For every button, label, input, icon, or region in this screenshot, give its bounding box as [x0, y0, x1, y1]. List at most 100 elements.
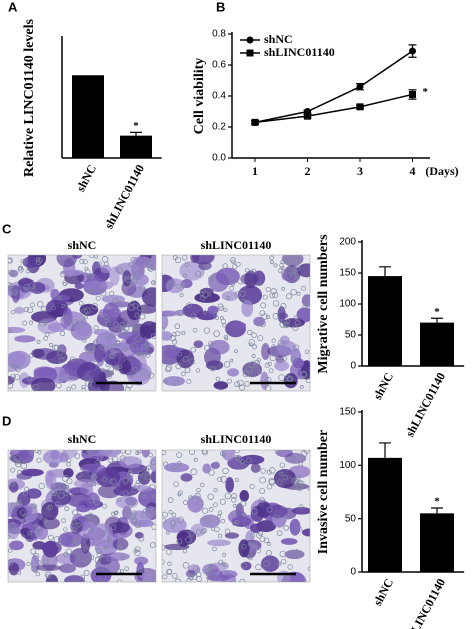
pore	[71, 319, 79, 326]
legend-label: shLINC01140	[264, 45, 335, 59]
pore	[140, 512, 147, 519]
cell	[239, 490, 250, 502]
pore	[293, 255, 300, 262]
pore	[55, 382, 62, 389]
pore	[222, 452, 227, 457]
pore	[188, 531, 195, 537]
pore	[238, 384, 246, 391]
pore	[30, 302, 35, 308]
x-tick-label: 1	[252, 164, 258, 178]
pore	[287, 564, 293, 570]
pore	[8, 382, 14, 389]
pore	[95, 547, 102, 554]
pore	[171, 464, 178, 471]
micrograph-content	[162, 450, 310, 582]
pore	[10, 502, 16, 508]
pore	[138, 568, 143, 573]
pore	[188, 495, 193, 501]
pore	[167, 561, 172, 567]
pore	[202, 310, 208, 315]
micrograph-border	[7, 254, 157, 392]
pore	[20, 258, 25, 264]
micrograph-content	[162, 255, 310, 391]
cell	[145, 505, 156, 520]
y-tick-label: 0.8	[212, 29, 226, 40]
pore	[11, 364, 17, 370]
cell	[14, 335, 36, 343]
pore	[287, 375, 294, 382]
pore	[43, 336, 49, 341]
pore	[143, 341, 150, 349]
bar	[368, 457, 402, 572]
pore	[213, 488, 218, 493]
legend-marker	[246, 36, 254, 44]
cell	[104, 552, 130, 561]
pore	[85, 451, 91, 456]
pore	[116, 497, 121, 503]
pore	[280, 303, 287, 310]
pore	[84, 307, 91, 314]
pore	[222, 552, 227, 557]
pore	[220, 476, 227, 483]
pore	[144, 346, 149, 352]
pore	[179, 293, 184, 298]
bar	[420, 513, 454, 572]
pore	[66, 478, 73, 485]
pore	[172, 332, 177, 337]
panel-label: C	[2, 221, 12, 236]
pore	[182, 548, 188, 554]
pore	[124, 386, 131, 391]
annotation: *	[133, 120, 139, 132]
cell	[9, 481, 19, 493]
pore	[144, 473, 152, 481]
pore	[165, 364, 173, 372]
cell	[237, 285, 263, 305]
pore	[137, 352, 142, 357]
pore	[202, 450, 209, 456]
pore	[242, 370, 250, 378]
pore	[213, 330, 220, 337]
cell	[199, 514, 221, 528]
pore	[223, 307, 228, 312]
pore	[229, 358, 234, 363]
pore	[43, 518, 48, 523]
pore	[25, 268, 31, 274]
pore	[19, 509, 27, 516]
cell	[85, 492, 101, 511]
pore	[272, 292, 279, 299]
pore	[92, 540, 98, 546]
pore	[134, 325, 139, 330]
pore	[182, 273, 188, 278]
pore	[10, 373, 16, 380]
pore	[249, 483, 255, 490]
pore	[248, 555, 253, 561]
pore	[43, 320, 48, 325]
cell	[126, 300, 142, 321]
cell	[86, 450, 113, 457]
pore	[162, 511, 168, 518]
pore	[26, 307, 34, 314]
pore	[263, 537, 270, 544]
pore	[205, 571, 211, 577]
pore	[208, 276, 214, 282]
pore	[217, 510, 223, 515]
pore	[94, 339, 98, 344]
pore	[304, 349, 310, 354]
cell	[136, 304, 156, 314]
cell	[185, 569, 196, 578]
pore	[298, 480, 305, 487]
pore	[208, 340, 214, 347]
pore	[212, 546, 217, 552]
micrograph	[7, 449, 157, 583]
cell	[260, 371, 269, 390]
pore	[271, 338, 276, 343]
pore	[134, 312, 140, 318]
pore	[240, 562, 247, 569]
cell	[39, 517, 60, 530]
bar	[72, 75, 104, 158]
pore	[65, 548, 72, 555]
pore	[74, 453, 81, 459]
cell	[284, 549, 305, 560]
pore	[133, 548, 139, 554]
pore	[280, 558, 287, 565]
